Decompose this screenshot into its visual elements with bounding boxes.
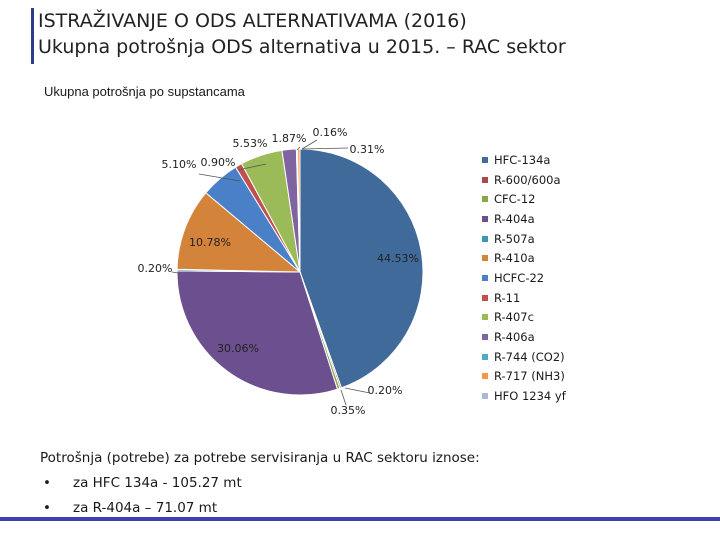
- data-label-cfc-12: 0.35%: [331, 404, 366, 417]
- leader-line-r-507a: [171, 271, 179, 274]
- legend-item-r-507a: R-507a: [482, 229, 566, 249]
- legend-label: R-407c: [494, 310, 534, 325]
- data-label-hfc-134a: 44.53%: [377, 252, 419, 265]
- pie-slice-hfc-134a: [299, 148, 424, 389]
- data-label-r-11: 0.90%: [201, 156, 236, 169]
- legend-swatch: [482, 196, 488, 203]
- leader-line-cfc-12: [340, 389, 347, 406]
- legend-item-cfc-12: CFC-12: [482, 189, 566, 209]
- leader-line-r-744-co2: [301, 139, 318, 150]
- legend-label: R-507a: [494, 231, 535, 246]
- legend-item-hfo-1234-yf: HFO 1234 yf: [482, 386, 566, 406]
- data-label-r-407c: 5.53%: [233, 137, 268, 150]
- data-label-r-406a: 1.87%: [272, 132, 307, 145]
- legend-swatch: [482, 373, 488, 380]
- data-label-r-717-nh3: 0.31%: [350, 143, 385, 156]
- bullet-marker: •: [43, 475, 51, 491]
- legend-item-r-717-nh3: R-717 (NH3): [482, 367, 566, 387]
- legend-label: HCFC-22: [494, 270, 545, 285]
- data-label-hcfc-22: 5.10%: [162, 158, 197, 171]
- legend-item-r-404a: R-404a: [482, 209, 566, 229]
- data-label-r-404a: 30.06%: [217, 342, 259, 355]
- legend-item-r-600-600a: R-600/600a: [482, 170, 566, 190]
- legend-swatch: [482, 274, 488, 281]
- legend-label: R-11: [494, 290, 521, 305]
- legend-swatch: [482, 235, 488, 242]
- legend-swatch: [482, 334, 488, 341]
- title-accent-bar: [31, 8, 34, 64]
- legend-label: R-717 (NH3): [494, 369, 565, 384]
- legend-item-r-11: R-11: [482, 288, 566, 308]
- legend-label: R-744 (CO2): [494, 349, 565, 364]
- chart-title: Ukupna potrošnja po supstancama: [44, 84, 245, 99]
- chart-legend: HFC-134a R-600/600a CFC-12 R-404a R-507a R-41…: [482, 150, 566, 406]
- legend-label: R-404a: [494, 211, 535, 226]
- legend-swatch: [482, 294, 488, 301]
- notes-bullet: • za HFC 134a - 105.27 mt: [40, 471, 480, 496]
- leader-line-hcfc-22: [198, 173, 241, 182]
- data-label-r-410a: 10.78%: [189, 236, 231, 249]
- legend-item-r-744-co2: R-744 (CO2): [482, 347, 566, 367]
- legend-swatch: [482, 353, 488, 360]
- notes-bullet: • za R-404a – 71.07 mt: [40, 496, 480, 521]
- bottom-divider: [0, 517, 720, 521]
- slide-title: ISTRAŽIVANJE O ODS ALTERNATIVAMA (2016) …: [38, 8, 566, 60]
- data-label-r-600-600a: 0.20%: [368, 384, 403, 397]
- leader-line-r-600-600a: [344, 387, 371, 394]
- title-line-1: ISTRAŽIVANJE O ODS ALTERNATIVAMA (2016): [38, 10, 467, 32]
- legend-swatch: [482, 255, 488, 262]
- legend-label: R-406a: [494, 330, 535, 345]
- legend-item-hfc-134a: HFC-134a: [482, 150, 566, 170]
- notes-intro: Potrošnja (potrebe) za potrebe servisira…: [40, 450, 480, 466]
- legend-swatch: [482, 176, 488, 183]
- data-label-r-507a: 0.20%: [138, 262, 173, 275]
- title-line-2: Ukupna potrošnja ODS alternativa u 2015.…: [38, 36, 566, 58]
- legend-swatch: [482, 215, 488, 222]
- legend-label: HFO 1234 yf: [494, 389, 566, 404]
- pie-slice-r-410a: [176, 192, 302, 273]
- leader-line-r-406a: [296, 146, 301, 151]
- bullet-text: za HFC 134a - 105.27 mt: [73, 475, 242, 491]
- leader-line-r-11: [237, 163, 267, 171]
- legend-item-r-410a: R-410a: [482, 248, 566, 268]
- legend-label: CFC-12: [494, 192, 536, 207]
- legend-swatch: [482, 393, 488, 400]
- legend-label: HFC-134a: [494, 152, 551, 167]
- pie-slice-r-404a: [176, 270, 339, 396]
- legend-item-hcfc-22: HCFC-22: [482, 268, 566, 288]
- data-label-r-744-co2: 0.16%: [313, 126, 348, 139]
- bullet-text: za R-404a – 71.07 mt: [73, 500, 218, 516]
- legend-label: R-600/600a: [494, 172, 561, 187]
- bullet-marker: •: [43, 500, 51, 516]
- legend-swatch: [482, 314, 488, 321]
- legend-item-r-407c: R-407c: [482, 308, 566, 328]
- pie-chart: 44.53%0.20%0.35%30.06%0.20%10.78%5.10% 0.…: [138, 126, 424, 417]
- notes-block: Potrošnja (potrebe) za potrebe servisira…: [40, 446, 480, 521]
- legend-item-r-406a: R-406a: [482, 327, 566, 347]
- leader-line-r-717-nh3: [301, 147, 349, 150]
- legend-swatch: [482, 156, 488, 163]
- legend-label: R-410a: [494, 251, 535, 266]
